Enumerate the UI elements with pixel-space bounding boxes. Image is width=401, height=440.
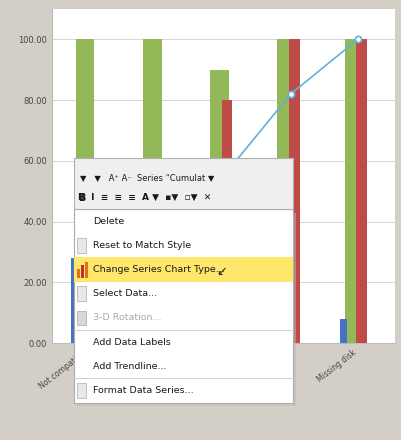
Bar: [356, 39, 367, 343]
Text: Delete: Delete: [93, 216, 124, 226]
Bar: [340, 319, 346, 343]
Bar: [277, 39, 296, 343]
Text: 3-D Rotation...: 3-D Rotation...: [93, 313, 161, 323]
Text: Add Trendline...: Add Trendline...: [93, 362, 166, 371]
Bar: [138, 328, 145, 343]
Text: B  I  ≡  ≡  ≡  A ▼  ▪▼  ▫▼  ✕: B I ≡ ≡ ≡ A ▼ ▪▼ ▫▼ ✕: [78, 193, 211, 202]
Text: ↙: ↙: [217, 265, 227, 278]
Text: B: B: [78, 193, 85, 203]
Text: Format Data Series...: Format Data Series...: [93, 386, 193, 395]
Bar: [344, 39, 363, 343]
Bar: [205, 328, 212, 343]
Text: Add Data Labels: Add Data Labels: [93, 337, 170, 347]
Text: ▼   ▼   A⁺ A⁻  Series “Cumulat ▼: ▼ ▼ A⁺ A⁻ Series “Cumulat ▼: [80, 173, 215, 182]
Bar: [154, 328, 165, 343]
Bar: [76, 39, 95, 343]
Bar: [289, 39, 300, 343]
Bar: [87, 267, 98, 343]
Text: Reset to Match Style: Reset to Match Style: [93, 241, 191, 250]
Bar: [273, 319, 279, 343]
Text: Select Data...: Select Data...: [93, 289, 157, 298]
Bar: [143, 39, 162, 343]
Bar: [71, 258, 78, 343]
Text: Change Series Chart Type...: Change Series Chart Type...: [93, 265, 225, 274]
Bar: [210, 70, 229, 343]
Bar: [221, 100, 232, 343]
